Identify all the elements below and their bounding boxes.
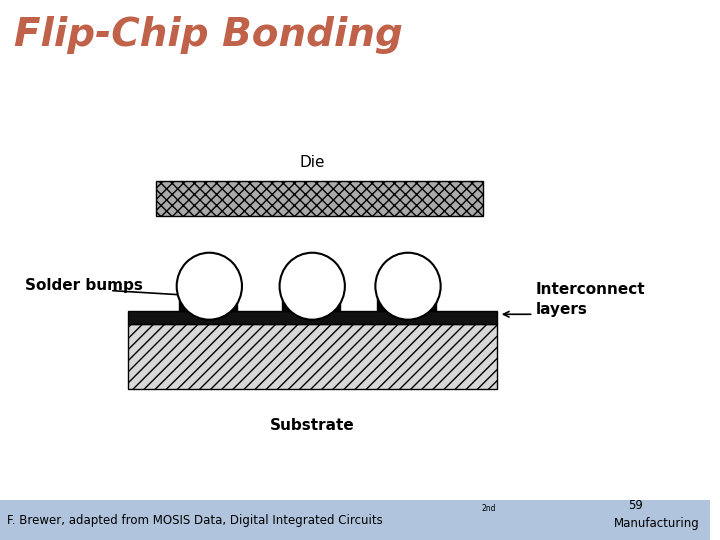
Text: Manufacturing: Manufacturing [613,517,700,530]
Text: Substrate: Substrate [270,418,354,434]
Ellipse shape [279,253,345,320]
Bar [127,310,497,324]
Bar [282,289,340,310]
Ellipse shape [176,253,242,320]
Ellipse shape [375,253,441,320]
Text: 2nd: 2nd [481,504,495,513]
Text: F. Brewer, adapted from MOSIS Data, Digital Integrated Circuits: F. Brewer, adapted from MOSIS Data, Digi… [7,514,383,526]
Bar [0,500,710,540]
Text: Solder bumps: Solder bumps [24,278,143,293]
Text: Flip-Chip Bonding: Flip-Chip Bonding [14,16,403,54]
Text: Interconnect
layers: Interconnect layers [536,282,645,317]
Bar [127,324,497,389]
Text: 59: 59 [628,500,643,512]
Text: Die: Die [300,155,325,170]
Bar [156,181,482,216]
Bar [377,289,436,310]
Bar [179,289,237,310]
